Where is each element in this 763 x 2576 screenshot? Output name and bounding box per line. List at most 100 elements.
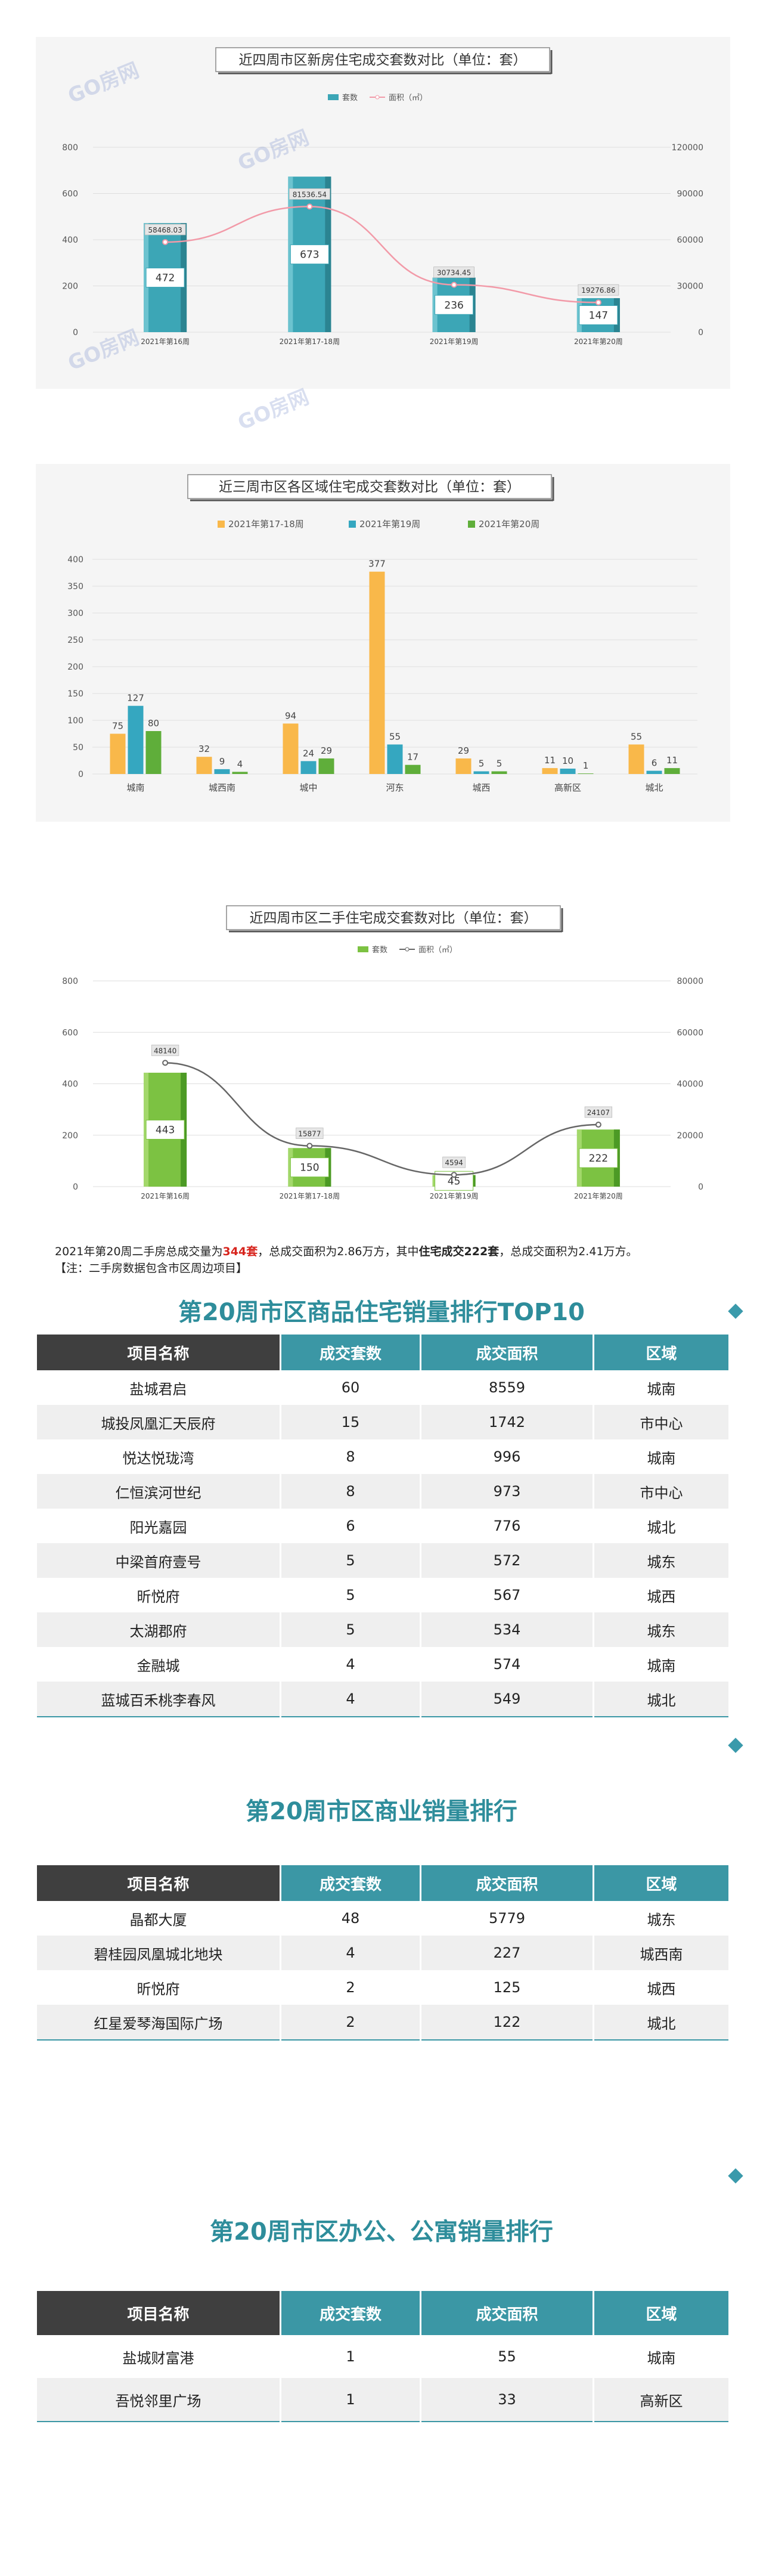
line-label: 81536.54 — [293, 190, 327, 199]
district: 城南 — [593, 1439, 728, 1474]
units: 1 — [280, 2378, 421, 2422]
legend-label: 套数 — [342, 93, 358, 103]
area: 572 — [420, 1543, 594, 1578]
units: 8 — [280, 1439, 421, 1474]
line-label: 58468.03 — [148, 226, 182, 234]
line-label-box — [578, 284, 619, 296]
line-label-box — [433, 267, 475, 278]
table-header-row: 项目名称 成交套数 成交面积 区域 — [37, 1865, 728, 1901]
bar — [578, 773, 594, 774]
line-point — [595, 299, 601, 306]
project-name: 盐城财富港 — [37, 2335, 281, 2378]
units: 5 — [280, 1578, 421, 1612]
line-label: 30734.45 — [437, 269, 471, 277]
legend-swatch — [328, 94, 339, 100]
x-tick-label: 2021年第20周 — [574, 1192, 623, 1200]
y2-tick-label: 120000 — [672, 143, 703, 153]
bar — [628, 744, 644, 774]
new-housing-chart: 近四周市区新房住宅成交套数对比（单位：套） 套数 面积（㎡） 0 200 400 600 80… — [36, 37, 730, 389]
project-name: 悦达悦珑湾 — [37, 1439, 281, 1474]
bar — [128, 705, 144, 774]
line-label-box — [442, 1156, 466, 1168]
data-label: 5 — [479, 758, 485, 769]
area: 5779 — [420, 1901, 594, 1936]
area: 125 — [420, 1970, 594, 2005]
legend-swatch — [218, 521, 225, 528]
legend-swatch — [468, 521, 475, 528]
district: 城南 — [593, 2335, 728, 2378]
line-label: 48140 — [154, 1046, 176, 1055]
x-tick-label: 城西南 — [209, 782, 235, 793]
data-label-box — [579, 305, 618, 326]
column-header: 项目名称 — [37, 2291, 281, 2335]
data-label: 147 — [589, 310, 608, 322]
legend-label: 面积（㎡） — [389, 94, 427, 103]
line-point — [306, 1143, 313, 1149]
table-row: 悦达悦珑湾 8 996 城南 — [37, 1439, 728, 1474]
units: 4 — [280, 1647, 421, 1682]
district-chart-svg: 近三周市区各区域住宅成交套数对比（单位：套） 2021年第17-18周 2021年第… — [67, 474, 697, 793]
y-tick-label: 400 — [62, 236, 78, 245]
x-tick-label: 2021年第19周 — [430, 1192, 479, 1200]
project-name: 中梁首府壹号 — [37, 1543, 281, 1578]
summary-text: ，总成交面积为2.41万方。 — [499, 1245, 638, 1258]
district: 高新区 — [593, 2378, 728, 2422]
table-header-row: 项目名称 成交套数 成交面积 区域 — [37, 2291, 728, 2335]
district: 市中心 — [593, 1405, 728, 1439]
area: 1742 — [420, 1405, 594, 1439]
line-point — [306, 203, 313, 210]
table-row: 红星爱琴海国际广场 2 122 城北 — [37, 2005, 728, 2041]
column-header: 区域 — [593, 1865, 728, 1901]
legend-swatch — [405, 947, 410, 952]
column-header: 成交面积 — [420, 1865, 594, 1901]
data-label: 32 — [198, 744, 210, 754]
district: 城东 — [593, 1612, 728, 1647]
units: 5 — [280, 1543, 421, 1578]
units: 4 — [280, 1682, 421, 1717]
project-name: 吾悦邻里广场 — [37, 2378, 281, 2422]
data-label: 150 — [300, 1162, 319, 1174]
column-header: 成交套数 — [280, 1335, 421, 1370]
bar — [473, 771, 489, 774]
y-tick-label: 0 — [78, 770, 83, 779]
area: 534 — [420, 1612, 594, 1647]
x-tick-label: 2021年第16周 — [141, 1192, 190, 1200]
bar — [300, 761, 317, 774]
legend-label: 套数 — [372, 945, 387, 955]
x-tick-label: 城南 — [126, 782, 144, 793]
y2-tick-label: 0 — [698, 1182, 703, 1192]
data-label: 11 — [666, 755, 678, 766]
data-label: 673 — [300, 249, 319, 261]
table-row: 太湖郡府 5 534 城东 — [37, 1612, 728, 1647]
project-name: 金融城 — [37, 1647, 281, 1682]
column-header: 成交面积 — [420, 2291, 594, 2335]
table-row: 昕悦府 5 567 城西 — [37, 1578, 728, 1612]
bar — [491, 771, 507, 774]
bar — [110, 733, 126, 774]
summary-text: ，总成交面积为2.86万方，其中 — [258, 1245, 419, 1258]
line-label: 4594 — [445, 1159, 463, 1167]
units: 8 — [280, 1474, 421, 1509]
project-name: 盐城君启 — [37, 1370, 281, 1405]
section-title: 第20周市区办公、公寓销量排行 — [210, 2218, 553, 2246]
line-label-box — [289, 188, 330, 200]
data-label-box — [290, 1157, 329, 1178]
line-label-box — [151, 1044, 179, 1056]
line-label-box — [296, 1128, 324, 1139]
y-tick-label: 600 — [62, 190, 78, 199]
chart-title-box — [187, 474, 552, 499]
line-label-box — [584, 1106, 613, 1118]
district: 城南 — [593, 1370, 728, 1405]
data-label: 127 — [127, 693, 144, 704]
project-name: 太湖郡府 — [37, 1612, 281, 1647]
table-row: 吾悦邻里广场 1 33 高新区 — [37, 2378, 728, 2422]
y-tick-label: 300 — [67, 609, 83, 618]
data-label: 9 — [219, 756, 225, 767]
project-name: 阳光嘉园 — [37, 1509, 281, 1543]
line-point — [451, 1172, 457, 1178]
data-label-box — [435, 295, 474, 315]
new-housing-chart-svg: 近四周市区新房住宅成交套数对比（单位：套） 套数 面积（㎡） 0 200 400 600 80… — [62, 47, 703, 346]
x-tick-label: 城北 — [645, 782, 663, 793]
table-row: 碧桂园凤凰城北地块 4 227 城西南 — [37, 1936, 728, 1970]
line-label: 19276.86 — [581, 286, 615, 295]
